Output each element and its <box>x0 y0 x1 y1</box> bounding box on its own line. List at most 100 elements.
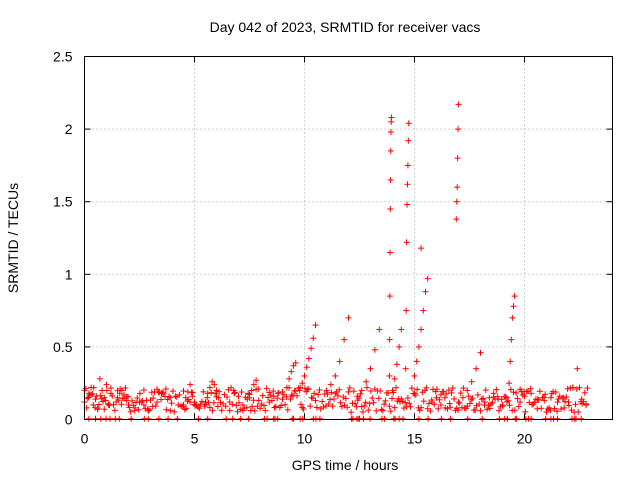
baseline-point <box>84 395 91 402</box>
baseline-point <box>513 389 520 396</box>
data-point <box>413 358 420 365</box>
baseline-point <box>362 399 369 406</box>
zero-point <box>237 415 244 422</box>
baseline-point <box>456 400 463 407</box>
baseline-point <box>391 404 398 411</box>
data-point <box>490 390 497 397</box>
baseline-point <box>266 389 273 396</box>
baseline-point <box>420 398 427 405</box>
data-point <box>310 335 317 342</box>
data-point <box>332 372 339 379</box>
baseline-point <box>195 403 202 410</box>
zero-point <box>274 415 281 422</box>
baseline-point <box>396 398 403 405</box>
baseline-point <box>451 395 458 402</box>
baseline-point <box>217 399 224 406</box>
baseline-point <box>441 394 448 401</box>
baseline-point <box>466 400 473 407</box>
x-tick-label: 15 <box>407 431 423 447</box>
baseline-point <box>363 384 370 391</box>
data-point <box>191 399 198 406</box>
baseline-point <box>564 385 571 392</box>
baseline-point <box>214 403 221 410</box>
baseline-point <box>304 386 311 393</box>
zero-point <box>400 415 407 422</box>
data-point <box>371 346 378 353</box>
data-point <box>509 314 516 321</box>
zero-point <box>447 415 454 422</box>
baseline-point <box>329 403 336 410</box>
baseline-point <box>370 399 377 406</box>
data-point <box>569 384 576 391</box>
baseline-point <box>367 387 374 394</box>
baseline-point <box>270 388 277 395</box>
baseline-point <box>245 390 252 397</box>
data-point <box>123 397 130 404</box>
baseline-point <box>126 404 133 411</box>
baseline-point <box>146 407 153 414</box>
data-point <box>528 390 535 397</box>
data-point <box>266 399 273 406</box>
baseline-point <box>375 395 382 402</box>
baseline-point <box>576 384 583 391</box>
zero-point <box>128 415 135 422</box>
baseline-point <box>294 392 301 399</box>
baseline-point <box>584 385 591 392</box>
zero-point <box>464 415 471 422</box>
baseline-point <box>411 390 418 397</box>
baseline-point <box>342 395 349 402</box>
baseline-point <box>288 391 295 398</box>
data-point <box>184 388 191 395</box>
data-point <box>336 358 343 365</box>
baseline-point <box>140 387 147 394</box>
zero-point <box>290 415 297 422</box>
baseline-point <box>127 408 134 415</box>
data-point <box>387 176 394 183</box>
baseline-point <box>379 407 386 414</box>
baseline-point <box>274 395 281 402</box>
data-point <box>404 162 411 169</box>
baseline-point <box>237 406 244 413</box>
baseline-point <box>312 397 319 404</box>
baseline-point <box>382 397 389 404</box>
baseline-point <box>313 404 320 411</box>
data-point <box>88 384 95 391</box>
baseline-point <box>129 397 136 404</box>
data-point <box>389 387 396 394</box>
baseline-point <box>212 390 219 397</box>
baseline-point <box>558 406 565 413</box>
baseline-point <box>328 389 335 396</box>
data-point <box>393 361 400 368</box>
data-point <box>387 147 394 154</box>
baseline-point <box>325 401 332 408</box>
zero-point <box>438 415 445 422</box>
baseline-point <box>469 395 476 402</box>
data-points <box>81 101 591 422</box>
baseline-point <box>554 408 561 415</box>
baseline-point <box>348 409 355 416</box>
axis-ticks: 0 5 10 15 20 0 0.5 1 1.5 2 2.5 <box>53 49 613 447</box>
baseline-point <box>224 394 231 401</box>
baseline-point <box>346 384 353 391</box>
baseline-point <box>377 387 384 394</box>
baseline-point <box>82 385 89 392</box>
data-point <box>453 198 460 205</box>
data-point <box>202 399 209 406</box>
data-point <box>459 394 466 401</box>
baseline-point <box>99 398 106 405</box>
baseline-point <box>514 395 521 402</box>
baseline-point <box>300 406 307 413</box>
baseline-point <box>125 393 132 400</box>
x-tick-label: 10 <box>297 431 313 447</box>
baseline-point <box>534 405 541 412</box>
baseline-point <box>180 388 187 395</box>
baseline-point <box>510 389 517 396</box>
baseline-point <box>243 404 250 411</box>
data-point <box>534 396 541 403</box>
baseline-point <box>535 396 542 403</box>
baseline-point <box>222 403 229 410</box>
data-point <box>477 349 484 356</box>
baseline-point <box>209 407 216 414</box>
data-point <box>578 396 585 403</box>
baseline-point <box>485 402 492 409</box>
